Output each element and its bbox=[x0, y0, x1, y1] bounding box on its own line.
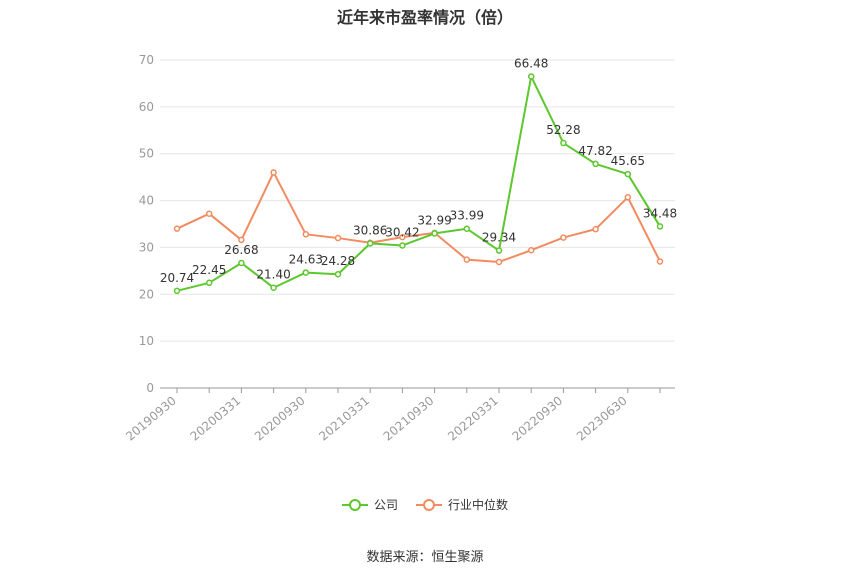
data-point bbox=[560, 234, 567, 241]
data-label: 26.68 bbox=[224, 243, 258, 257]
data-point bbox=[173, 287, 181, 295]
data-point bbox=[399, 233, 406, 241]
data-point bbox=[656, 258, 664, 265]
data-point bbox=[463, 256, 471, 263]
data-label: 47.82 bbox=[578, 144, 612, 158]
legend-company-marker bbox=[341, 498, 368, 511]
data-label: 30.42 bbox=[385, 225, 419, 239]
y-tick-label: 20 bbox=[139, 287, 154, 301]
y-tick-label: 40 bbox=[139, 194, 154, 208]
data-point bbox=[399, 242, 406, 249]
data-point bbox=[302, 269, 310, 276]
data-point bbox=[560, 139, 567, 147]
x-tick-label: 20200930 bbox=[252, 394, 308, 444]
data-label: 34.48 bbox=[643, 206, 677, 220]
data-label: 32.99 bbox=[417, 213, 451, 227]
data-label: 22.45 bbox=[192, 263, 226, 277]
data-source: 数据来源：恒生聚源 bbox=[366, 550, 484, 565]
x-tick-label: 20210331 bbox=[316, 394, 372, 444]
data-label: 33.99 bbox=[450, 209, 484, 223]
y-tick-label: 10 bbox=[139, 334, 154, 348]
data-label: 24.63 bbox=[289, 253, 323, 267]
x-tick-label: 20190930 bbox=[123, 394, 179, 444]
data-point bbox=[495, 258, 503, 266]
data-point bbox=[205, 210, 213, 217]
grid-lines bbox=[160, 59, 675, 342]
data-point bbox=[270, 284, 277, 291]
data-label: 24.28 bbox=[321, 254, 355, 268]
data-point bbox=[238, 236, 245, 244]
data-label: 45.65 bbox=[611, 154, 645, 168]
y-tick-label: 70 bbox=[139, 53, 154, 67]
data-point bbox=[205, 279, 213, 287]
chart-title: 近年来市盈率情况（倍） bbox=[336, 8, 513, 27]
x-tick-label: 20200331 bbox=[188, 394, 244, 444]
series-lines bbox=[173, 73, 664, 295]
data-point bbox=[302, 231, 310, 238]
data-point bbox=[238, 259, 245, 267]
x-tick-label: 20210930 bbox=[381, 394, 437, 444]
legend-industry-marker bbox=[416, 498, 442, 511]
x-tick-label: 20230630 bbox=[574, 394, 630, 444]
y-tick-label: 50 bbox=[139, 147, 154, 161]
data-label: 29.34 bbox=[482, 231, 516, 245]
legend-industry-label: 行业中位数 bbox=[448, 498, 509, 512]
data-point bbox=[173, 225, 181, 232]
legend-item-company[interactable]: 公司 bbox=[341, 496, 398, 513]
data-point bbox=[624, 170, 632, 178]
data-point bbox=[431, 230, 438, 237]
legend-company-label: 公司 bbox=[373, 498, 398, 512]
series-line-1 bbox=[176, 171, 661, 263]
data-label: 21.40 bbox=[256, 268, 290, 282]
x-tick-label: 20220930 bbox=[510, 394, 566, 444]
data-point bbox=[334, 234, 342, 242]
data-point bbox=[495, 247, 503, 254]
series-line-0 bbox=[176, 75, 661, 292]
data-point bbox=[334, 270, 342, 278]
data-point bbox=[656, 223, 664, 230]
data-point bbox=[527, 246, 535, 254]
legend: 公司 行业中位数 bbox=[0, 496, 850, 513]
x-tick-label: 20220331 bbox=[445, 394, 501, 444]
data-label: 30.86 bbox=[353, 223, 387, 237]
legend-item-industry-median[interactable]: 行业中位数 bbox=[416, 496, 508, 513]
y-tick-label: 30 bbox=[139, 240, 154, 254]
data-point bbox=[366, 240, 374, 247]
data-point bbox=[624, 194, 632, 201]
data-point bbox=[527, 73, 535, 80]
data-label: 52.28 bbox=[546, 123, 580, 137]
y-tick-label: 60 bbox=[139, 100, 154, 114]
data-point bbox=[270, 169, 277, 176]
data-label: 20.74 bbox=[160, 271, 194, 285]
y-tick-label: 0 bbox=[146, 381, 154, 395]
data-point bbox=[463, 225, 471, 232]
data-point bbox=[592, 225, 599, 233]
data-point bbox=[592, 160, 599, 168]
data-label: 66.48 bbox=[514, 56, 548, 70]
